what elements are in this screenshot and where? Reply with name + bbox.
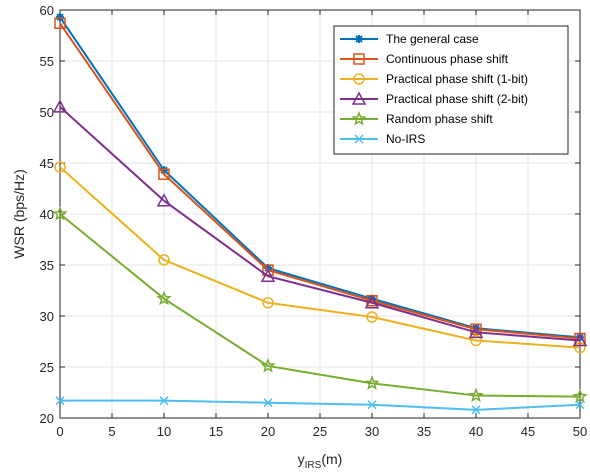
legend-item: Random phase shift [340, 110, 493, 126]
data-point [260, 357, 276, 373]
legend-item: Continuous phase shift [340, 52, 509, 66]
data-point [263, 398, 273, 408]
series-4 [52, 205, 588, 404]
legend-label: The general case [386, 32, 479, 46]
series-line [59, 106, 581, 342]
data-point [353, 73, 365, 85]
data-point [351, 91, 367, 105]
data-point [159, 396, 169, 406]
data-point [158, 254, 170, 266]
data-point [576, 333, 584, 342]
data-point [55, 396, 65, 406]
legend-box [333, 25, 569, 155]
x-tick-label: 0 [56, 424, 63, 439]
x-axis-label: yIRS(m) [298, 451, 343, 471]
data-point [368, 294, 376, 303]
data-point [364, 295, 380, 309]
data-point [260, 268, 276, 282]
x-tick-label: 5 [108, 424, 115, 439]
series-line [59, 213, 581, 398]
data-point [262, 296, 274, 309]
y-tick-label: 25 [40, 360, 54, 375]
y-tick-label: 40 [40, 207, 54, 222]
data-point [56, 13, 64, 22]
y-tick-label: 55 [40, 54, 54, 69]
y-tick-label: 45 [40, 156, 54, 171]
legend-item: Practical phase shift (2-bit) [340, 91, 528, 106]
legend-label: No-IRS [386, 132, 425, 146]
data-point [572, 332, 588, 347]
x-tick-label: 10 [157, 424, 171, 439]
data-point [574, 341, 586, 354]
legend-label: Practical phase shift (1-bit) [386, 72, 528, 86]
x-tick-label: 25 [313, 424, 327, 439]
x-tick-label: 30 [365, 424, 379, 439]
legend-label: Practical phase shift (2-bit) [386, 92, 528, 106]
data-point [160, 166, 168, 175]
data-point [366, 311, 378, 323]
data-point [354, 134, 364, 144]
series-2 [54, 161, 586, 354]
x-tick-label: 50 [573, 424, 587, 439]
data-point [575, 400, 585, 410]
legend-label: Continuous phase shift [386, 52, 509, 66]
y-tick-label: 35 [40, 258, 54, 273]
data-point [355, 35, 363, 43]
data-point [367, 400, 377, 410]
series-group [52, 13, 588, 415]
data-point [468, 387, 484, 403]
data-point [52, 205, 68, 221]
data-point [468, 324, 484, 339]
data-point [470, 334, 482, 347]
data-point [264, 264, 272, 273]
series-line [59, 16, 581, 339]
data-point [54, 17, 66, 30]
series-line [60, 399, 581, 411]
y-tick-label: 50 [40, 105, 54, 120]
data-point [54, 161, 66, 173]
series-line [59, 166, 581, 349]
data-point [471, 405, 481, 415]
y-tick-label: 30 [40, 309, 54, 324]
data-point [470, 323, 482, 336]
y-tick-label: 20 [40, 411, 54, 426]
x-tick-label: 15 [209, 424, 223, 439]
legend: The general case Continuous phase shift Pr… [333, 25, 569, 155]
x-axis-label-main: y [298, 451, 305, 467]
y-tick-label: 60 [40, 3, 54, 18]
data-point [364, 375, 380, 390]
x-tick-label: 20 [261, 424, 275, 439]
y-axis-label: WSR (bps/Hz) [11, 169, 27, 258]
x-tick-label: 45 [521, 424, 535, 439]
x-tick-label: 35 [417, 424, 431, 439]
series-0 [56, 13, 584, 342]
data-point [572, 388, 588, 404]
x-tick-label: 40 [469, 424, 483, 439]
legend-item: No-IRS [340, 132, 425, 146]
series-3 [52, 99, 588, 347]
legend-item: The general case [340, 32, 479, 46]
data-point [158, 168, 170, 180]
legend-item: Practical phase shift (1-bit) [340, 72, 528, 86]
series-5 [55, 396, 585, 415]
data-point [156, 193, 172, 207]
data-point [156, 290, 172, 306]
x-axis-label-unit: (m) [321, 451, 342, 467]
x-axis-label-subscript: IRS [305, 460, 322, 471]
series-line [59, 22, 581, 340]
data-point [353, 53, 365, 65]
legend-label: Random phase shift [386, 112, 493, 126]
data-point [351, 110, 367, 126]
data-point [52, 99, 68, 113]
